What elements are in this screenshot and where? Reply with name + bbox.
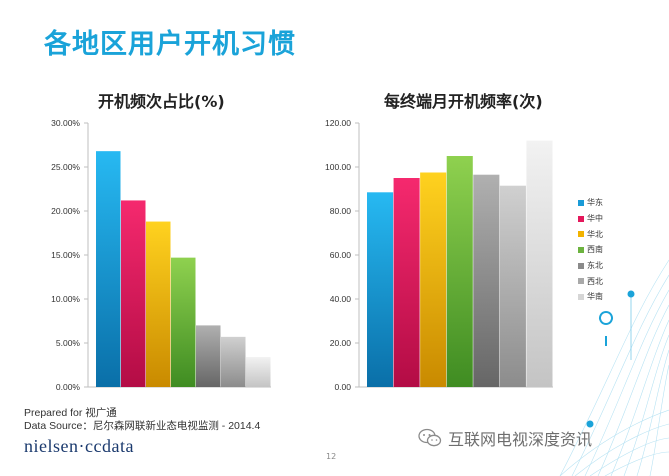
legend-label: 华北 (587, 229, 603, 239)
bar-华北 (420, 172, 447, 387)
y-tick-label: 25.00% (51, 162, 80, 172)
bar-华东 (96, 151, 121, 387)
legend: 华东 华中 华北 西南 东北 西北 华南 (578, 195, 603, 305)
bar-华中 (393, 178, 420, 387)
legend-swatch (578, 215, 584, 222)
legend-swatch (578, 293, 584, 300)
bar-华北 (146, 221, 171, 387)
left-chart-title: 开机频次占比(%) (98, 92, 225, 111)
y-tick-label: 0.00 (334, 382, 351, 392)
bar-西北 (499, 185, 526, 387)
bar-华南 (526, 140, 553, 387)
legend-swatch (578, 246, 584, 253)
legend-label: 华东 (587, 198, 603, 208)
legend-item: 华东 (578, 195, 603, 211)
page-number: 12 (326, 452, 337, 461)
y-tick-label: 30.00% (51, 118, 80, 128)
legend-item: 西南 (578, 242, 603, 258)
bar-华中 (121, 200, 146, 387)
legend-label: 西南 (587, 245, 603, 255)
watermark-text: 互联网电视深度资讯 (448, 430, 593, 449)
y-tick-label: 10.00% (51, 294, 80, 304)
prepared-for: Prepared for 视广通 (24, 407, 117, 419)
legend-label: 西北 (587, 276, 603, 286)
legend-swatch (578, 262, 584, 269)
bar-东北 (196, 325, 221, 387)
bar-西南 (171, 257, 196, 387)
y-tick-label: 60.00 (330, 250, 352, 260)
y-tick-label: 120.00 (325, 118, 351, 128)
watermark: 互联网电视深度资讯 (418, 426, 592, 450)
wechat-icon (418, 428, 442, 447)
bar-西北 (221, 336, 246, 387)
legend-label: 华中 (587, 214, 603, 224)
legend-label: 东北 (587, 261, 603, 271)
bar-华东 (367, 192, 394, 387)
legend-item: 华北 (578, 226, 603, 242)
y-tick-label: 80.00 (330, 206, 352, 216)
legend-item: 华南 (578, 289, 603, 305)
nielsen-ccdata-logo: nielsen·ccdata (24, 436, 134, 456)
y-tick-label: 20.00 (330, 338, 352, 348)
slide-title: 各地区用户开机习惯 (44, 29, 296, 60)
y-tick-label: 100.00 (325, 162, 351, 172)
legend-swatch (578, 199, 584, 206)
y-tick-label: 20.00% (51, 206, 80, 216)
legend-swatch (578, 278, 584, 285)
y-tick-label: 5.00% (56, 338, 81, 348)
source-block: Prepared for 视广通 Data Source：尼尔森网联新业态电视监… (24, 407, 260, 433)
legend-item: 西北 (578, 273, 603, 289)
legend-swatch (578, 231, 584, 238)
y-tick-label: 0.00% (56, 382, 81, 392)
data-source: Data Source：尼尔森网联新业态电视监测 - 2014.4 (24, 420, 261, 432)
legend-item: 华中 (578, 211, 603, 227)
bar-东北 (473, 174, 500, 387)
y-tick-label: 15.00% (51, 250, 80, 260)
bar-华南 (246, 357, 271, 387)
legend-label: 华南 (587, 292, 603, 302)
y-tick-label: 40.00 (330, 294, 352, 304)
legend-item: 东北 (578, 258, 603, 274)
bar-西南 (446, 156, 473, 387)
right-chart-title: 每终端月开机频率(次) (384, 92, 543, 111)
